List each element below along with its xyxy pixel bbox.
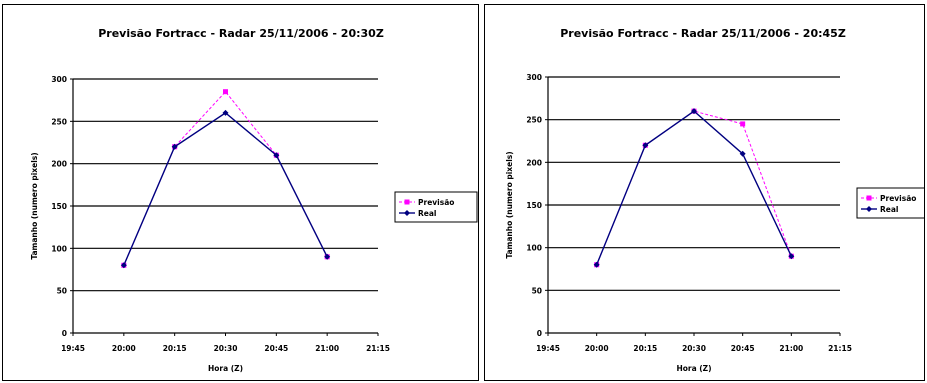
x-tick-label: 19:45: [61, 344, 85, 353]
x-tick-label: 20:30: [214, 344, 238, 353]
chart-title: Previsão Fortracc - Radar 25/11/2006 - 2…: [98, 27, 384, 40]
series-line-previsao: [123, 90, 328, 266]
y-tick-label: 150: [526, 201, 542, 210]
x-tick-label: 19:45: [536, 344, 560, 353]
data-point-real: [593, 261, 600, 268]
legend-marker: [404, 210, 410, 216]
legend-label: Real: [880, 205, 899, 214]
legend: Previsão Real: [856, 187, 924, 219]
legend-marker: [866, 195, 872, 201]
data-point-real: [324, 253, 331, 260]
x-tick-label: 20:45: [731, 344, 755, 353]
y-axis-label: Tamanho (numero pixels): [30, 152, 39, 259]
y-tick-label: 300: [526, 73, 542, 82]
data-point-previsao: [740, 121, 746, 127]
series-line-real: [123, 111, 328, 266]
y-tick-label: 0: [62, 329, 67, 338]
chart-panel-2030: Previsão Fortracc - Radar 25/11/2006 - 2…: [2, 4, 479, 381]
x-tick-label: 21:15: [366, 344, 390, 353]
y-tick-label: 250: [526, 116, 542, 125]
y-tick-label: 50: [57, 287, 67, 296]
x-tick-label: 21:00: [779, 344, 803, 353]
y-axis-label: Tamanho (numero pixels): [505, 151, 514, 258]
x-axis-label: Hora (Z): [676, 364, 711, 373]
legend-label: Previsão: [418, 198, 454, 207]
x-tick-label: 20:15: [633, 344, 657, 353]
y-tick-label: 300: [51, 75, 67, 84]
y-tick-label: 0: [537, 329, 542, 338]
legend-marker: [404, 199, 410, 205]
x-tick-label: 21:00: [315, 344, 339, 353]
x-tick-label: 21:15: [828, 344, 852, 353]
legend: Previsão Real: [394, 191, 478, 223]
y-tick-label: 50: [532, 286, 542, 295]
y-tick-label: 200: [526, 158, 542, 167]
data-point-real: [642, 142, 649, 149]
data-point-real: [788, 253, 795, 260]
x-tick-label: 20:30: [682, 344, 706, 353]
data-point-real: [171, 143, 178, 150]
data-point-real: [273, 152, 280, 159]
data-point-real: [120, 262, 127, 269]
series-line-previsao: [596, 110, 792, 265]
y-tick-label: 100: [526, 244, 542, 253]
legend-box: [856, 187, 924, 219]
data-point-previsao: [223, 89, 228, 95]
series-line-real: [596, 110, 792, 265]
x-tick-label: 20:45: [264, 344, 288, 353]
data-point-real: [691, 108, 697, 115]
legend-label: Real: [418, 209, 437, 218]
legend-marker: [866, 206, 872, 212]
y-tick-label: 200: [51, 160, 67, 169]
y-tick-label: 150: [51, 202, 67, 211]
x-tick-label: 20:00: [585, 344, 609, 353]
legend-label: Previsão: [880, 194, 916, 203]
chart-panel-2045: Previsão Fortracc - Radar 25/11/2006 - 2…: [484, 4, 925, 381]
x-tick-label: 20:15: [163, 344, 187, 353]
chart-2030: Previsão Fortracc - Radar 25/11/2006 - 2…: [30, 27, 478, 373]
chart-title: Previsão Fortracc - Radar 25/11/2006 - 2…: [560, 27, 846, 40]
data-point-real: [739, 150, 746, 157]
x-tick-label: 20:00: [112, 344, 136, 353]
y-tick-label: 250: [51, 117, 67, 126]
y-tick-label: 100: [51, 244, 67, 253]
data-point-real: [222, 109, 229, 116]
x-axis-label: Hora (Z): [208, 364, 243, 373]
chart-2045: Previsão Fortracc - Radar 25/11/2006 - 2…: [505, 27, 924, 373]
legend-box: [394, 191, 478, 223]
